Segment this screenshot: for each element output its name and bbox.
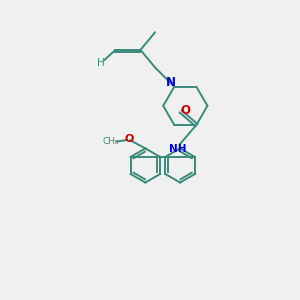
Text: O: O bbox=[124, 134, 134, 144]
Text: O: O bbox=[181, 103, 191, 117]
Text: CH₃: CH₃ bbox=[103, 137, 119, 146]
Text: N: N bbox=[166, 76, 176, 89]
Text: H: H bbox=[97, 58, 105, 68]
Text: NH: NH bbox=[169, 144, 187, 154]
